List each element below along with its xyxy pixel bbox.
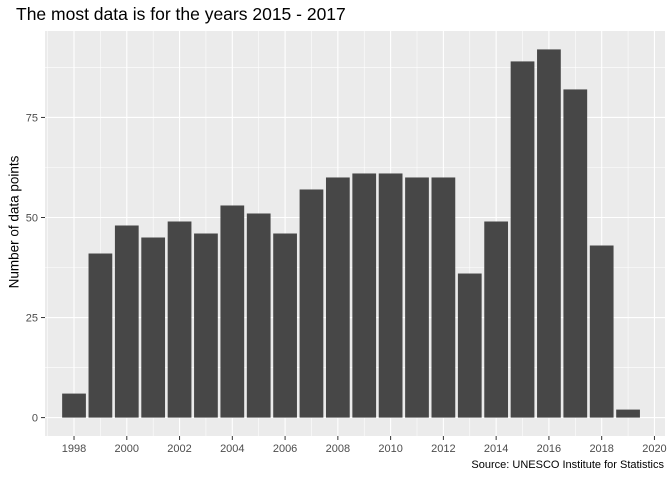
bar-2010 (378, 173, 403, 418)
bar-2015 (510, 61, 535, 418)
bar-2011 (405, 177, 429, 418)
x-tick-label: 2012 (431, 443, 455, 455)
y-tick-label: 50 (26, 212, 38, 224)
bar-2007 (299, 189, 324, 418)
x-tick-label: 2020 (642, 443, 666, 455)
bar-2008 (325, 177, 350, 418)
x-tick-label: 2014 (484, 443, 508, 455)
y-tick-label: 75 (26, 112, 38, 124)
x-tick-label: 1998 (62, 443, 86, 455)
bar-2017 (563, 89, 588, 418)
bar-1999 (88, 253, 113, 418)
bar-2004 (220, 205, 245, 418)
y-tick-label: 0 (32, 413, 38, 425)
x-tick-label: 2008 (326, 443, 350, 455)
bar-2001 (141, 237, 166, 418)
bar-2002 (167, 221, 192, 418)
bar-2003 (194, 233, 218, 418)
x-tick-label: 2016 (537, 443, 561, 455)
y-tick-label: 25 (26, 313, 38, 325)
bar-2013 (457, 273, 482, 418)
bar-2005 (246, 213, 271, 418)
x-tick-label: 2018 (589, 443, 613, 455)
bar-2000 (114, 225, 139, 418)
bars (62, 49, 640, 418)
x-tick-label: 2010 (378, 443, 402, 455)
y-axis: 0 25 50 75 (26, 112, 45, 425)
bar-2019 (616, 409, 640, 418)
x-tick-label: 2000 (115, 443, 139, 455)
bar-2016 (537, 49, 561, 418)
bar-2006 (273, 233, 297, 418)
chart-caption: Source: UNESCO Institute for Statistics (471, 459, 664, 471)
bar-2018 (589, 245, 614, 418)
x-tick-label: 2004 (220, 443, 244, 455)
chart-title: The most data is for the years 2015 - 20… (16, 4, 346, 24)
x-tick-label: 2002 (167, 443, 191, 455)
bar-2009 (352, 173, 377, 418)
x-tick-label: 2006 (273, 443, 297, 455)
bar-1998 (62, 393, 86, 418)
x-axis: 1998 2000 2002 2004 2006 2008 2010 2012 2014 2016… (62, 436, 667, 455)
bar-2012 (431, 177, 456, 418)
bar-2014 (484, 221, 509, 418)
